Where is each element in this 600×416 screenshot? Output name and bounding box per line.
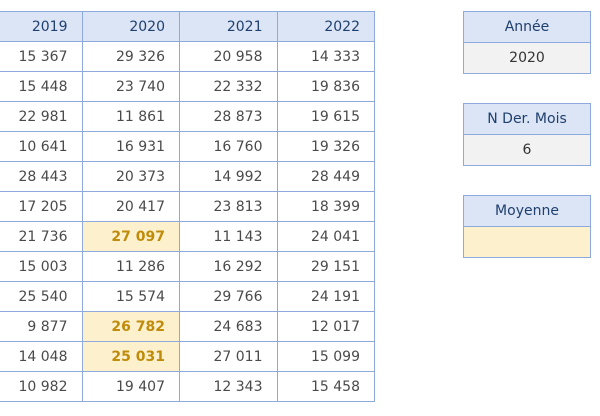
table-row: 15 003 11 286 16 292 29 151: [0, 251, 375, 282]
cell-2022-row-5[interactable]: 28 449: [276, 161, 375, 192]
cell-2019-row-7[interactable]: 21 736: [0, 221, 83, 252]
cell-2022-row-12[interactable]: 15 458: [276, 371, 375, 402]
n-der-mois-label: N Der. Mois: [464, 104, 590, 135]
table-row: 10 982 19 407 12 343 15 458: [0, 371, 375, 402]
cell-2021-row-9[interactable]: 29 766: [179, 281, 278, 312]
cell-2019-row-6[interactable]: 17 205: [0, 191, 83, 222]
data-table: 2019 2020 2021 2022 15 367 29 326 20 958 14…: [0, 11, 375, 402]
cell-2021-row-11[interactable]: 27 011: [179, 341, 278, 372]
cell-2021-row-3[interactable]: 28 873: [179, 101, 278, 132]
cell-2020-row-5[interactable]: 20 373: [81, 161, 180, 192]
table-row: 25 540 15 574 29 766 24 191: [0, 281, 375, 312]
cell-2021-row-8[interactable]: 16 292: [179, 251, 278, 282]
table-row: 15 367 29 326 20 958 14 333: [0, 41, 375, 72]
cell-2022-row-8[interactable]: 29 151: [276, 251, 375, 282]
cell-2021-row-5[interactable]: 14 992: [179, 161, 278, 192]
cell-2021-row-7[interactable]: 11 143: [179, 221, 278, 252]
cell-2020-row-10[interactable]: 26 782: [81, 311, 180, 342]
table-body: 15 367 29 326 20 958 14 333 15 448 23 740 22 3…: [0, 41, 375, 402]
table-row: 14 048 25 031 27 011 15 099: [0, 341, 375, 372]
cell-2020-row-11[interactable]: 25 031: [81, 341, 180, 372]
cell-2022-row-3[interactable]: 19 615: [276, 101, 375, 132]
header-row: 2019 2020 2021 2022: [0, 11, 375, 42]
cell-2021-row-12[interactable]: 12 343: [179, 371, 278, 402]
cell-2020-row-2[interactable]: 23 740: [81, 71, 180, 102]
cell-2019-row-8[interactable]: 15 003: [0, 251, 83, 282]
table-row: 15 448 23 740 22 332 19 836: [0, 71, 375, 102]
table-row: 17 205 20 417 23 813 18 399: [0, 191, 375, 222]
cell-2022-row-11[interactable]: 15 099: [276, 341, 375, 372]
cell-2019-row-4[interactable]: 10 641: [0, 131, 83, 162]
annee-label: Année: [464, 12, 590, 43]
cell-2022-row-6[interactable]: 18 399: [276, 191, 375, 222]
header-2022[interactable]: 2022: [276, 11, 375, 42]
table-row: 9 877 26 782 24 683 12 017: [0, 311, 375, 342]
cell-2020-row-6[interactable]: 20 417: [81, 191, 180, 222]
cell-2021-row-6[interactable]: 23 813: [179, 191, 278, 222]
cell-2019-row-3[interactable]: 22 981: [0, 101, 83, 132]
cell-2021-row-2[interactable]: 22 332: [179, 71, 278, 102]
table-row: 28 443 20 373 14 992 28 449: [0, 161, 375, 192]
cell-2019-row-11[interactable]: 14 048: [0, 341, 83, 372]
moyenne-panel: Moyenne: [463, 195, 591, 258]
n-der-mois-panel: N Der. Mois 6: [463, 103, 591, 166]
cell-2020-row-12[interactable]: 19 407: [81, 371, 180, 402]
annee-panel: Année 2020: [463, 11, 591, 74]
moyenne-label: Moyenne: [464, 196, 590, 227]
cell-2022-row-4[interactable]: 19 326: [276, 131, 375, 162]
cell-2022-row-1[interactable]: 14 333: [276, 41, 375, 72]
cell-2020-row-3[interactable]: 11 861: [81, 101, 180, 132]
annee-value-cell[interactable]: 2020: [464, 43, 590, 73]
cell-2022-row-7[interactable]: 24 041: [276, 221, 375, 252]
header-2021[interactable]: 2021: [179, 11, 278, 42]
cell-2020-row-4[interactable]: 16 931: [81, 131, 180, 162]
table-row: 10 641 16 931 16 760 19 326: [0, 131, 375, 162]
cell-2022-row-10[interactable]: 12 017: [276, 311, 375, 342]
n-der-mois-value-cell[interactable]: 6: [464, 135, 590, 165]
cell-2020-row-8[interactable]: 11 286: [81, 251, 180, 282]
cell-2020-row-7[interactable]: 27 097: [81, 221, 180, 252]
cell-2020-row-9[interactable]: 15 574: [81, 281, 180, 312]
cell-2022-row-9[interactable]: 24 191: [276, 281, 375, 312]
cell-2022-row-2[interactable]: 19 836: [276, 71, 375, 102]
cell-2021-row-1[interactable]: 20 958: [179, 41, 278, 72]
cell-2019-row-1[interactable]: 15 367: [0, 41, 83, 72]
cell-2019-row-9[interactable]: 25 540: [0, 281, 83, 312]
table-row: 22 981 11 861 28 873 19 615: [0, 101, 375, 132]
cell-2019-row-10[interactable]: 9 877: [0, 311, 83, 342]
moyenne-result-cell[interactable]: [464, 227, 590, 257]
cell-2019-row-5[interactable]: 28 443: [0, 161, 83, 192]
header-2020[interactable]: 2020: [81, 11, 180, 42]
cell-2021-row-10[interactable]: 24 683: [179, 311, 278, 342]
table-row: 21 736 27 097 11 143 24 041: [0, 221, 375, 252]
cell-2021-row-4[interactable]: 16 760: [179, 131, 278, 162]
cell-2019-row-2[interactable]: 15 448: [0, 71, 83, 102]
cell-2020-row-1[interactable]: 29 326: [81, 41, 180, 72]
cell-2019-row-12[interactable]: 10 982: [0, 371, 83, 402]
header-2019[interactable]: 2019: [0, 11, 83, 42]
